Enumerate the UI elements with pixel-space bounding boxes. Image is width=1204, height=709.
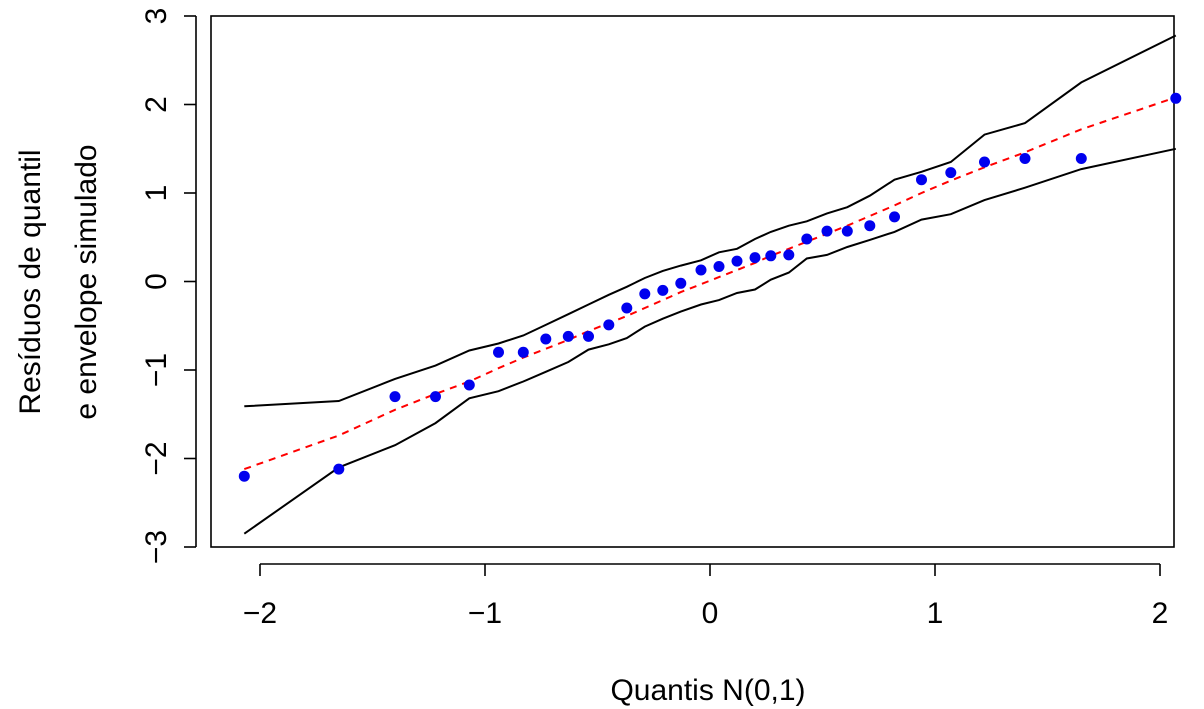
x-tick-label: −2 <box>243 597 277 630</box>
residual-point <box>333 463 345 475</box>
residual-point <box>801 233 813 245</box>
residual-point <box>621 302 633 314</box>
y-axis: −3 −2 −1 0 1 2 3 <box>140 8 197 564</box>
residual-point <box>238 470 250 482</box>
envelope-lower-line <box>243 147 1177 535</box>
residual-point <box>864 220 876 232</box>
residual-point <box>389 391 401 403</box>
residual-point <box>841 225 853 237</box>
reference-dashed-line <box>243 96 1177 471</box>
residual-points <box>238 92 1182 482</box>
residual-point <box>1170 92 1182 104</box>
residual-point <box>916 174 927 186</box>
y-axis-label-line-2: e envelope simulado <box>70 144 103 419</box>
residual-point <box>1019 153 1031 164</box>
residual-point <box>889 211 900 223</box>
x-axis: −2 −1 0 1 2 <box>243 563 1169 630</box>
x-tick-label: −1 <box>468 597 502 630</box>
y-axis-label: Resíduos de quantil e envelope simulado <box>14 144 103 419</box>
y-tick-label: 2 <box>140 96 173 113</box>
envelope-lines <box>243 34 1177 535</box>
residual-point <box>562 330 574 342</box>
residual-point <box>979 156 990 168</box>
residual-point <box>603 319 615 331</box>
residual-point <box>493 346 504 358</box>
residual-point <box>713 261 725 272</box>
residual-point <box>695 264 707 276</box>
x-tick-label: 1 <box>927 597 944 630</box>
y-axis-label-line-1: Resíduos de quantil <box>14 149 47 414</box>
residual-point <box>540 333 552 345</box>
y-tick-label: −2 <box>140 441 173 475</box>
y-tick-label: −1 <box>140 353 173 387</box>
x-axis-label: Quantis N(0,1) <box>610 674 805 707</box>
residual-point <box>675 277 687 289</box>
x-tick-label: 2 <box>1152 597 1169 630</box>
residual-point <box>783 249 795 261</box>
y-tick-label: −3 <box>140 530 173 564</box>
x-tick-label: 0 <box>702 597 719 630</box>
residual-point <box>430 391 441 403</box>
y-tick-label: 0 <box>140 273 173 290</box>
residual-point <box>657 284 669 296</box>
residual-point <box>639 288 651 300</box>
residual-point <box>517 346 529 358</box>
residual-point <box>1075 153 1087 164</box>
residual-point <box>463 379 475 391</box>
plot-border <box>210 15 1175 548</box>
reference-line <box>243 96 1177 471</box>
residual-point <box>945 167 957 179</box>
residual-point <box>749 252 761 264</box>
residual-point <box>583 330 594 342</box>
y-tick-label: 1 <box>140 185 173 202</box>
envelope-upper-line <box>244 34 1177 408</box>
y-tick-label: 3 <box>140 8 173 25</box>
residual-point <box>731 255 743 267</box>
residual-point <box>765 250 777 262</box>
residual-point <box>821 225 833 237</box>
